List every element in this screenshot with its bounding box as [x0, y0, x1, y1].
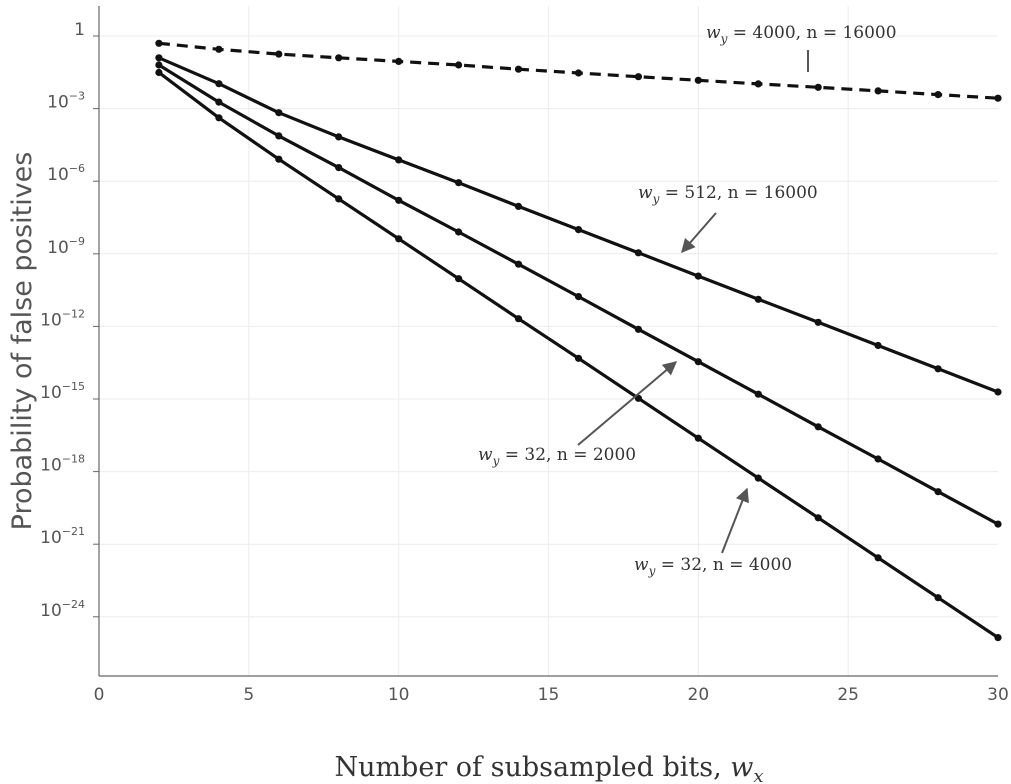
y-tick-label: 10−21: [40, 525, 85, 548]
data-point: [275, 132, 283, 140]
data-point: [634, 249, 643, 257]
data-point: [335, 164, 343, 172]
series-line-1: [158, 56, 999, 394]
data-point: [275, 109, 283, 117]
data-point: [574, 293, 583, 301]
annotation-arrow-wy32-n2000: [577, 361, 678, 446]
data-point: [754, 474, 762, 482]
data-point: [814, 83, 822, 91]
x-tick-label: 30: [987, 685, 1009, 705]
x-tick-label: 20: [688, 685, 710, 705]
data-point: [335, 195, 343, 203]
data-point: [874, 87, 882, 95]
y-tick-label: 1: [74, 20, 85, 40]
series-label-wy4000-n16000: wy = 4000, n = 16000: [706, 23, 897, 46]
y-axis-title: Probability of false positives: [7, 152, 38, 531]
y-tick-label: 10−9: [47, 235, 85, 258]
data-point: [814, 423, 822, 431]
data-point: [574, 69, 583, 77]
data-point: [395, 196, 403, 204]
data-point: [754, 295, 762, 303]
data-point: [215, 45, 223, 53]
data-point: [874, 455, 882, 463]
series-label-wy32-n2000: wy = 32, n = 2000: [478, 445, 636, 468]
axes: [98, 6, 998, 677]
data-point: [215, 80, 223, 88]
data-point: [514, 315, 523, 323]
y-tick-label: 10−12: [40, 307, 85, 330]
x-tick-label: 5: [243, 685, 254, 705]
data-point: [275, 50, 283, 58]
data-point: [455, 275, 463, 283]
data-point: [455, 228, 463, 236]
data-point: [994, 520, 1002, 528]
data-point: [934, 488, 942, 496]
data-point: [814, 514, 822, 522]
series-label-wy32-n4000: wy = 32, n = 4000: [634, 555, 792, 578]
series-points: [155, 39, 1002, 642]
data-point: [155, 54, 163, 62]
y-tick-label: 10−6: [47, 162, 85, 185]
data-point: [275, 155, 283, 163]
data-point: [514, 65, 523, 73]
data-point: [574, 226, 583, 234]
data-point: [934, 365, 942, 373]
annotations: wy = 4000, n = 16000 wy = 512, n = 16000…: [478, 23, 897, 578]
data-point: [155, 68, 163, 77]
data-point: [934, 91, 942, 99]
data-point: [395, 57, 403, 65]
x-tick-label: 15: [538, 685, 560, 705]
data-point: [754, 80, 762, 88]
data-point: [874, 554, 882, 562]
annotation-arrow-wy32-n4000: [721, 487, 749, 554]
x-tick-label: 25: [837, 685, 859, 705]
data-point: [514, 202, 523, 210]
annotation-arrow-wy512: [681, 212, 717, 254]
x-tick-label: 0: [94, 685, 105, 705]
series-label-wy512-n16000: wy = 512, n = 16000: [638, 183, 818, 206]
data-point: [155, 61, 163, 69]
data-point: [574, 354, 583, 362]
x-tick-label: 10: [388, 685, 410, 705]
data-point: [694, 272, 702, 280]
data-point: [215, 98, 223, 106]
data-point: [155, 39, 163, 47]
data-point: [455, 179, 463, 187]
y-tick-label: 10−24: [40, 598, 85, 621]
y-tick-labels: 1 10−3 10−6 10−9 10−12 10−15 10−18 10−21 10−24: [40, 20, 85, 621]
data-point: [874, 341, 882, 350]
data-point: [634, 73, 643, 81]
data-point: [455, 61, 463, 69]
data-point: [694, 358, 702, 366]
data-point: [335, 133, 343, 141]
data-point: [994, 388, 1002, 396]
y-tick-label: 10−15: [40, 380, 85, 403]
gridlines: [93, 6, 998, 676]
data-point: [634, 325, 643, 333]
data-point: [335, 54, 343, 62]
data-point: [694, 76, 702, 84]
data-point: [395, 235, 403, 243]
data-point: [514, 260, 523, 268]
data-point: [754, 390, 762, 398]
x-tick-labels: 0 5 10 15 20 25 30: [94, 685, 1009, 705]
series-lines: [157, 41, 999, 639]
data-point: [395, 156, 403, 164]
data-point: [694, 434, 702, 442]
x-axis-title: Number of subsampled bits, wx: [334, 752, 763, 784]
data-point: [934, 594, 942, 602]
data-point: [215, 114, 223, 122]
data-point: [814, 318, 822, 326]
data-point: [994, 634, 1002, 642]
y-tick-label: 10−3: [47, 90, 85, 113]
data-point: [994, 94, 1002, 102]
y-tick-label: 10−18: [40, 453, 85, 476]
